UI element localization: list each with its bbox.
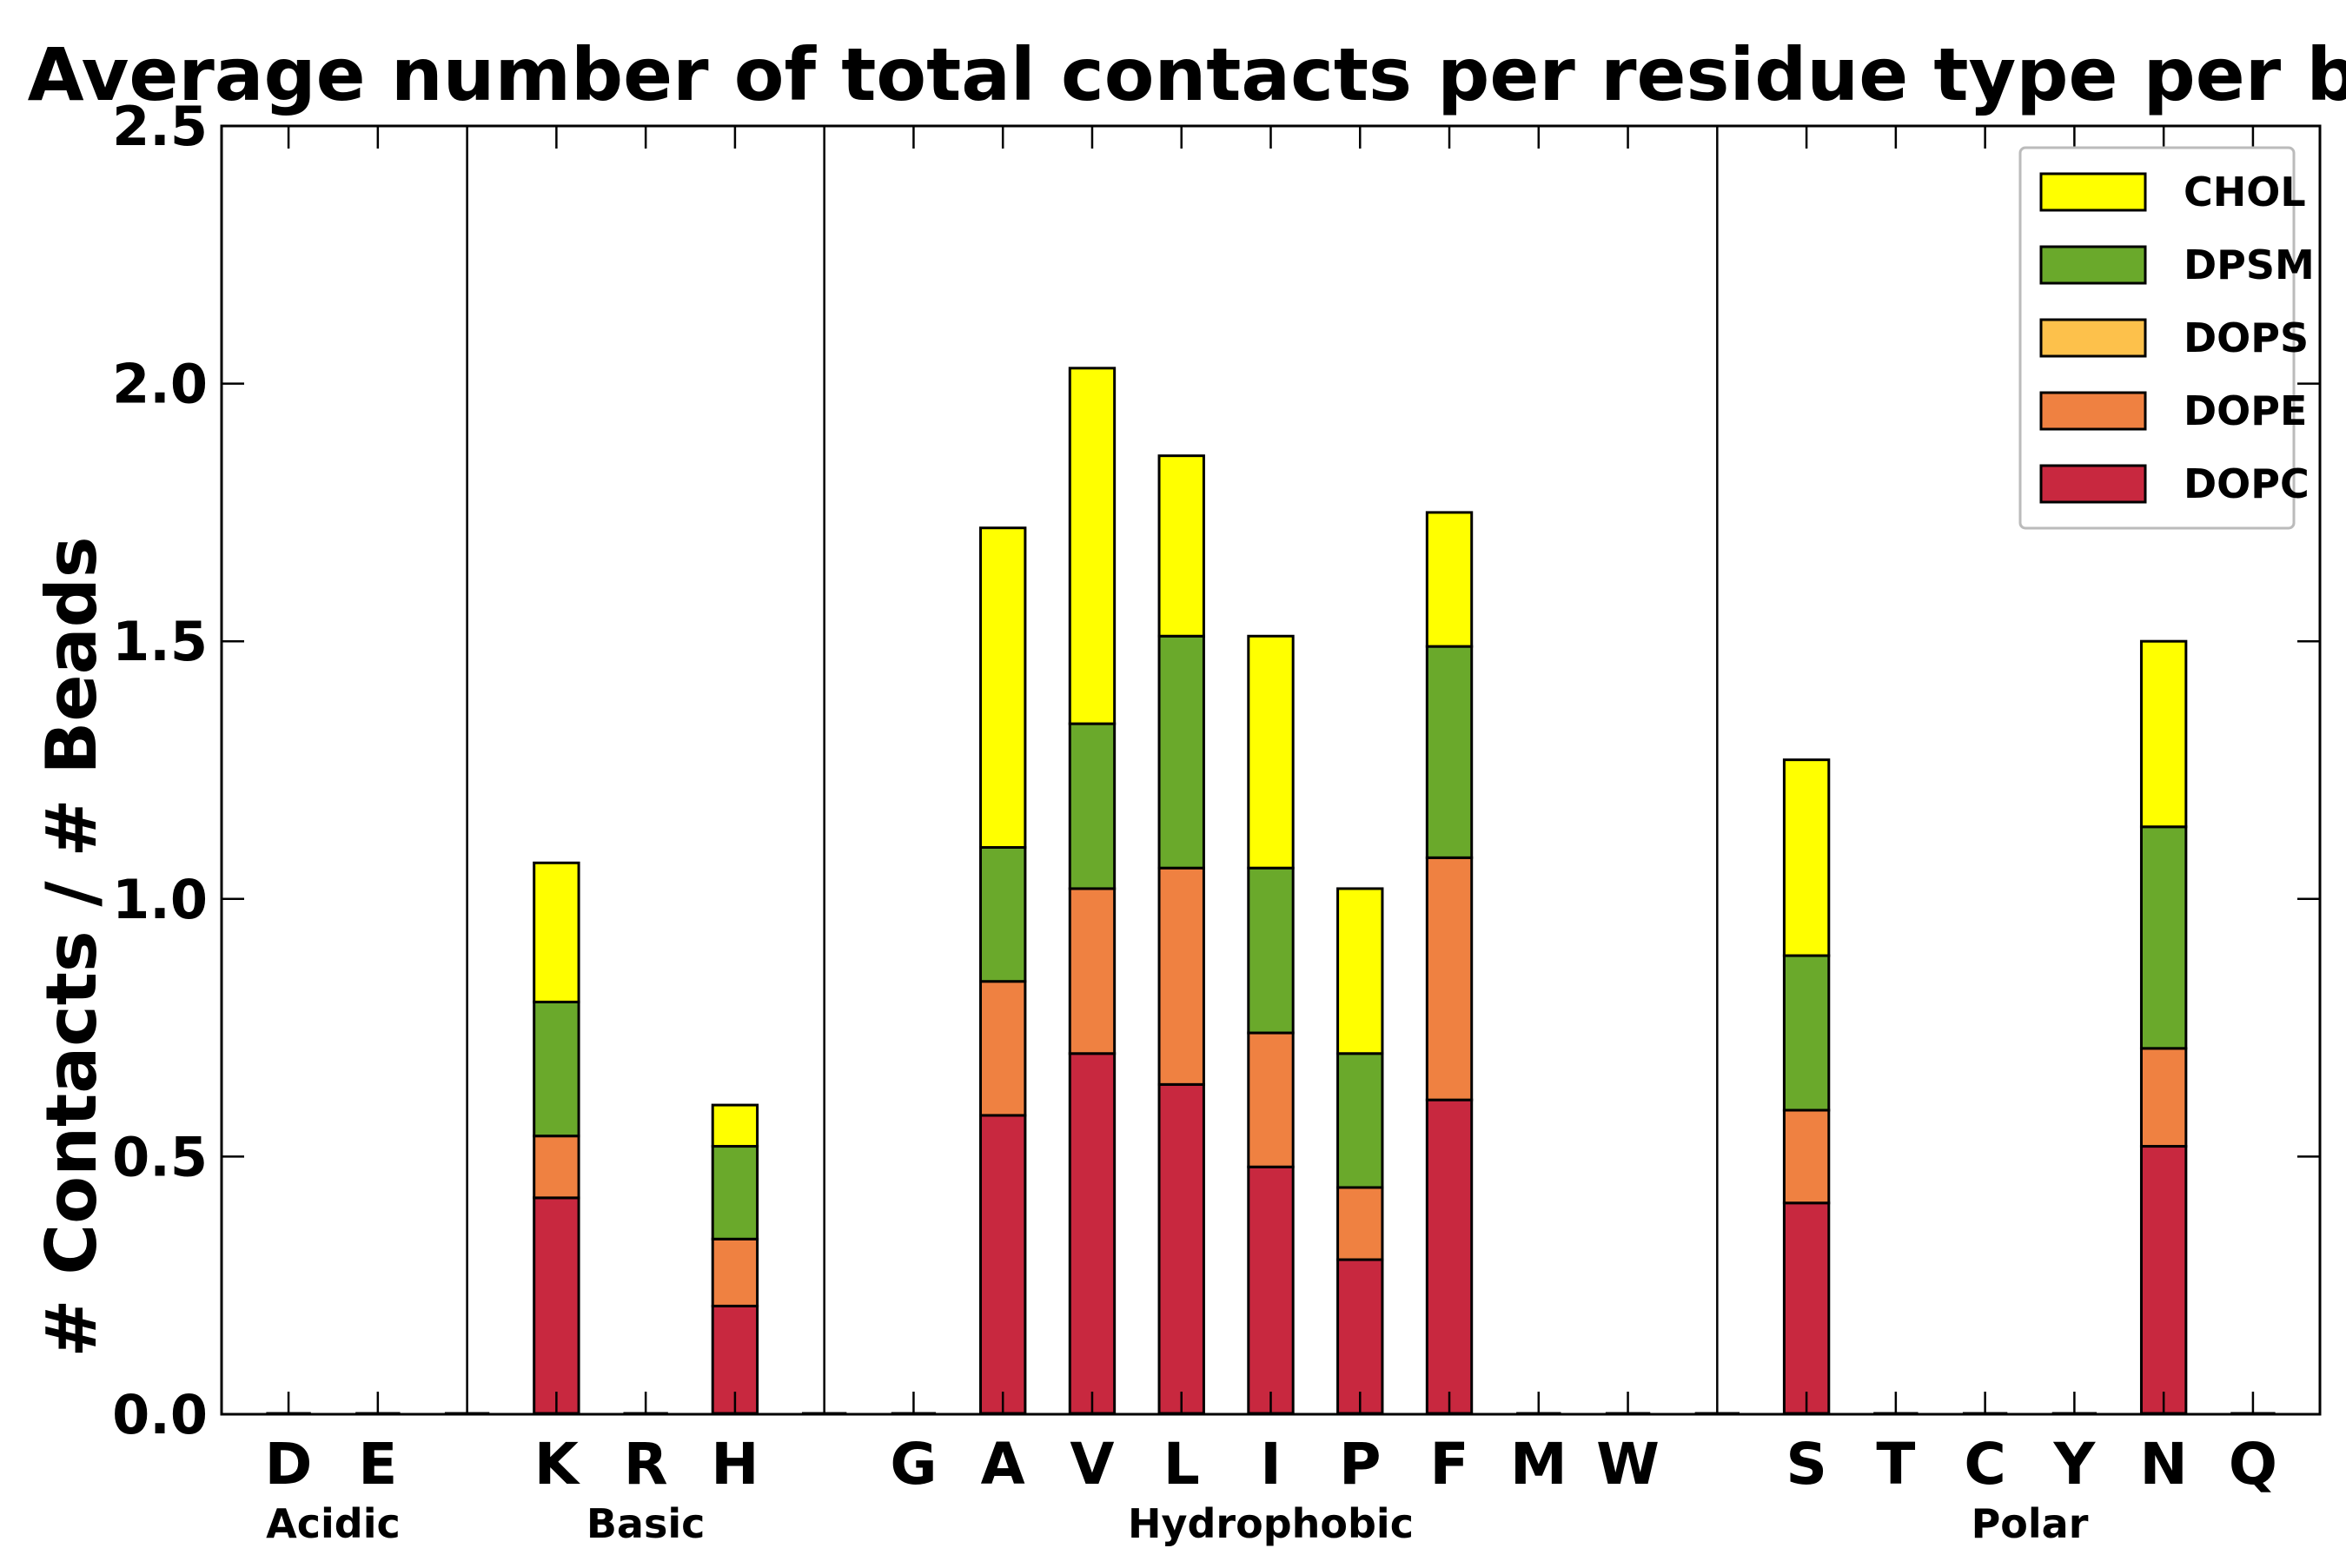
x-tick-label-R: R [624,1431,668,1498]
bar-P-DOPE [1336,1186,1384,1261]
x-tick-label-I: I [1260,1431,1282,1498]
legend-swatch-dopc [2039,464,2147,504]
group-label-acidic: Acidic [266,1500,401,1547]
bar-F-DOPC [1425,1098,1474,1416]
bar-H-CHOL [711,1103,759,1148]
y-tick-label: 2.0 [112,353,208,416]
bar-V-DPSM [1068,722,1117,890]
bar-S-DPSM [1782,954,1831,1112]
bars-layer [266,367,2276,1416]
bar-V-DOPC [1068,1052,1117,1416]
x-tick-label-M: M [1510,1431,1567,1498]
legend-box [2018,146,2296,530]
bar-A-CHOL [979,526,1027,849]
bar-A-DPSM [979,845,1027,983]
group-dividers [466,126,1719,1414]
x-tick-label-V: V [1070,1431,1114,1498]
bar-V-CHOL [1068,367,1117,725]
bar-F-DPSM [1425,645,1474,859]
y-tick-label: 0.5 [112,1125,208,1188]
x-tick-label-F: F [1429,1431,1468,1498]
bar-H-DPSM [711,1145,759,1241]
x-tick-label-A: A [981,1431,1025,1498]
chart-title: Average number of total contacts per res… [28,32,2346,117]
axis-labels: 0.0 0.5 1.0 1.5 2.0 2.5 D E K R H G A V L I P F M W S T C Y N Q Ac… [112,95,2277,1547]
x-tick-label-N: N [2140,1431,2188,1498]
bar-F-DOPE [1425,856,1474,1102]
legend-label-dpsm: DPSM [2184,241,2315,288]
y-tick-label: 1.0 [112,868,208,931]
plot-area-frame [220,124,2322,1416]
legend-swatch-dops [2039,318,2147,358]
x-tick-label-Q: Q [2229,1431,2277,1498]
x-tick-label-D: D [265,1431,313,1498]
bar-V-DOPE [1068,887,1117,1055]
bar-K-DOPE [533,1135,580,1200]
legend-swatch-dope [2039,391,2147,431]
legend: CHOL DPSM DOPS DOPE DOPC [2018,146,2315,530]
y-axis-label: # Contacts / # Beads [31,537,112,1358]
bar-L-CHOL [1157,454,1205,638]
x-tick-label-E: E [358,1431,397,1498]
bar-I-DPSM [1247,866,1295,1035]
legend-label-chol: CHOL [2184,169,2306,215]
group-label-polar: Polar [1972,1500,2089,1547]
x-tick-label-T: T [1876,1431,1915,1498]
bar-A-DOPE [979,980,1027,1117]
group-label-basic: Basic [586,1500,706,1547]
bar-P-DPSM [1336,1052,1384,1189]
bar-K-DPSM [533,1000,580,1138]
bar-I-DOPC [1247,1165,1295,1416]
bar-P-CHOL [1336,887,1384,1055]
bar-P-DOPC [1336,1258,1384,1416]
bar-N-DOPE [2139,1047,2188,1148]
y-tick-label: 2.5 [112,95,208,158]
y-tick-label: 1.5 [112,610,208,673]
bar-L-DPSM [1157,634,1205,870]
y-tick-label: 0.0 [112,1383,208,1446]
bar-S-CHOL [1782,758,1831,957]
legend-swatch-chol [2039,172,2147,212]
legend-label-dope: DOPE [2184,387,2307,434]
bar-S-DOPE [1782,1108,1831,1205]
x-tick-label-Y: Y [2052,1431,2096,1498]
x-tick-label-K: K [534,1431,581,1498]
bar-L-DOPC [1157,1082,1205,1416]
x-tick-label-C: C [1964,1431,2005,1498]
bar-I-DOPE [1247,1031,1295,1168]
bar-N-CHOL [2139,639,2188,829]
x-tick-label-W: W [1596,1431,1660,1498]
legend-label-dops: DOPS [2184,314,2309,361]
group-label-hydrophobic: Hydrophobic [1128,1500,1414,1547]
x-tick-label-P: P [1339,1431,1381,1498]
x-tick-label-L: L [1163,1431,1200,1498]
bar-A-DOPC [979,1114,1027,1416]
x-tick-label-G: G [890,1431,937,1498]
x-tick-label-S: S [1786,1431,1827,1498]
bar-K-DOPC [533,1196,580,1416]
bar-N-DOPC [2139,1145,2188,1416]
bar-H-DOPE [711,1237,759,1307]
bar-S-DOPC [1782,1201,1831,1416]
x-tick-label-H: H [711,1431,759,1498]
bar-I-CHOL [1247,634,1295,870]
bar-K-CHOL [533,861,580,1003]
bar-F-CHOL [1425,511,1474,648]
legend-label-dopc: DOPC [2184,460,2310,507]
legend-swatch-dpsm [2039,245,2147,285]
bar-L-DOPE [1157,866,1205,1086]
bar-N-DPSM [2139,825,2188,1050]
